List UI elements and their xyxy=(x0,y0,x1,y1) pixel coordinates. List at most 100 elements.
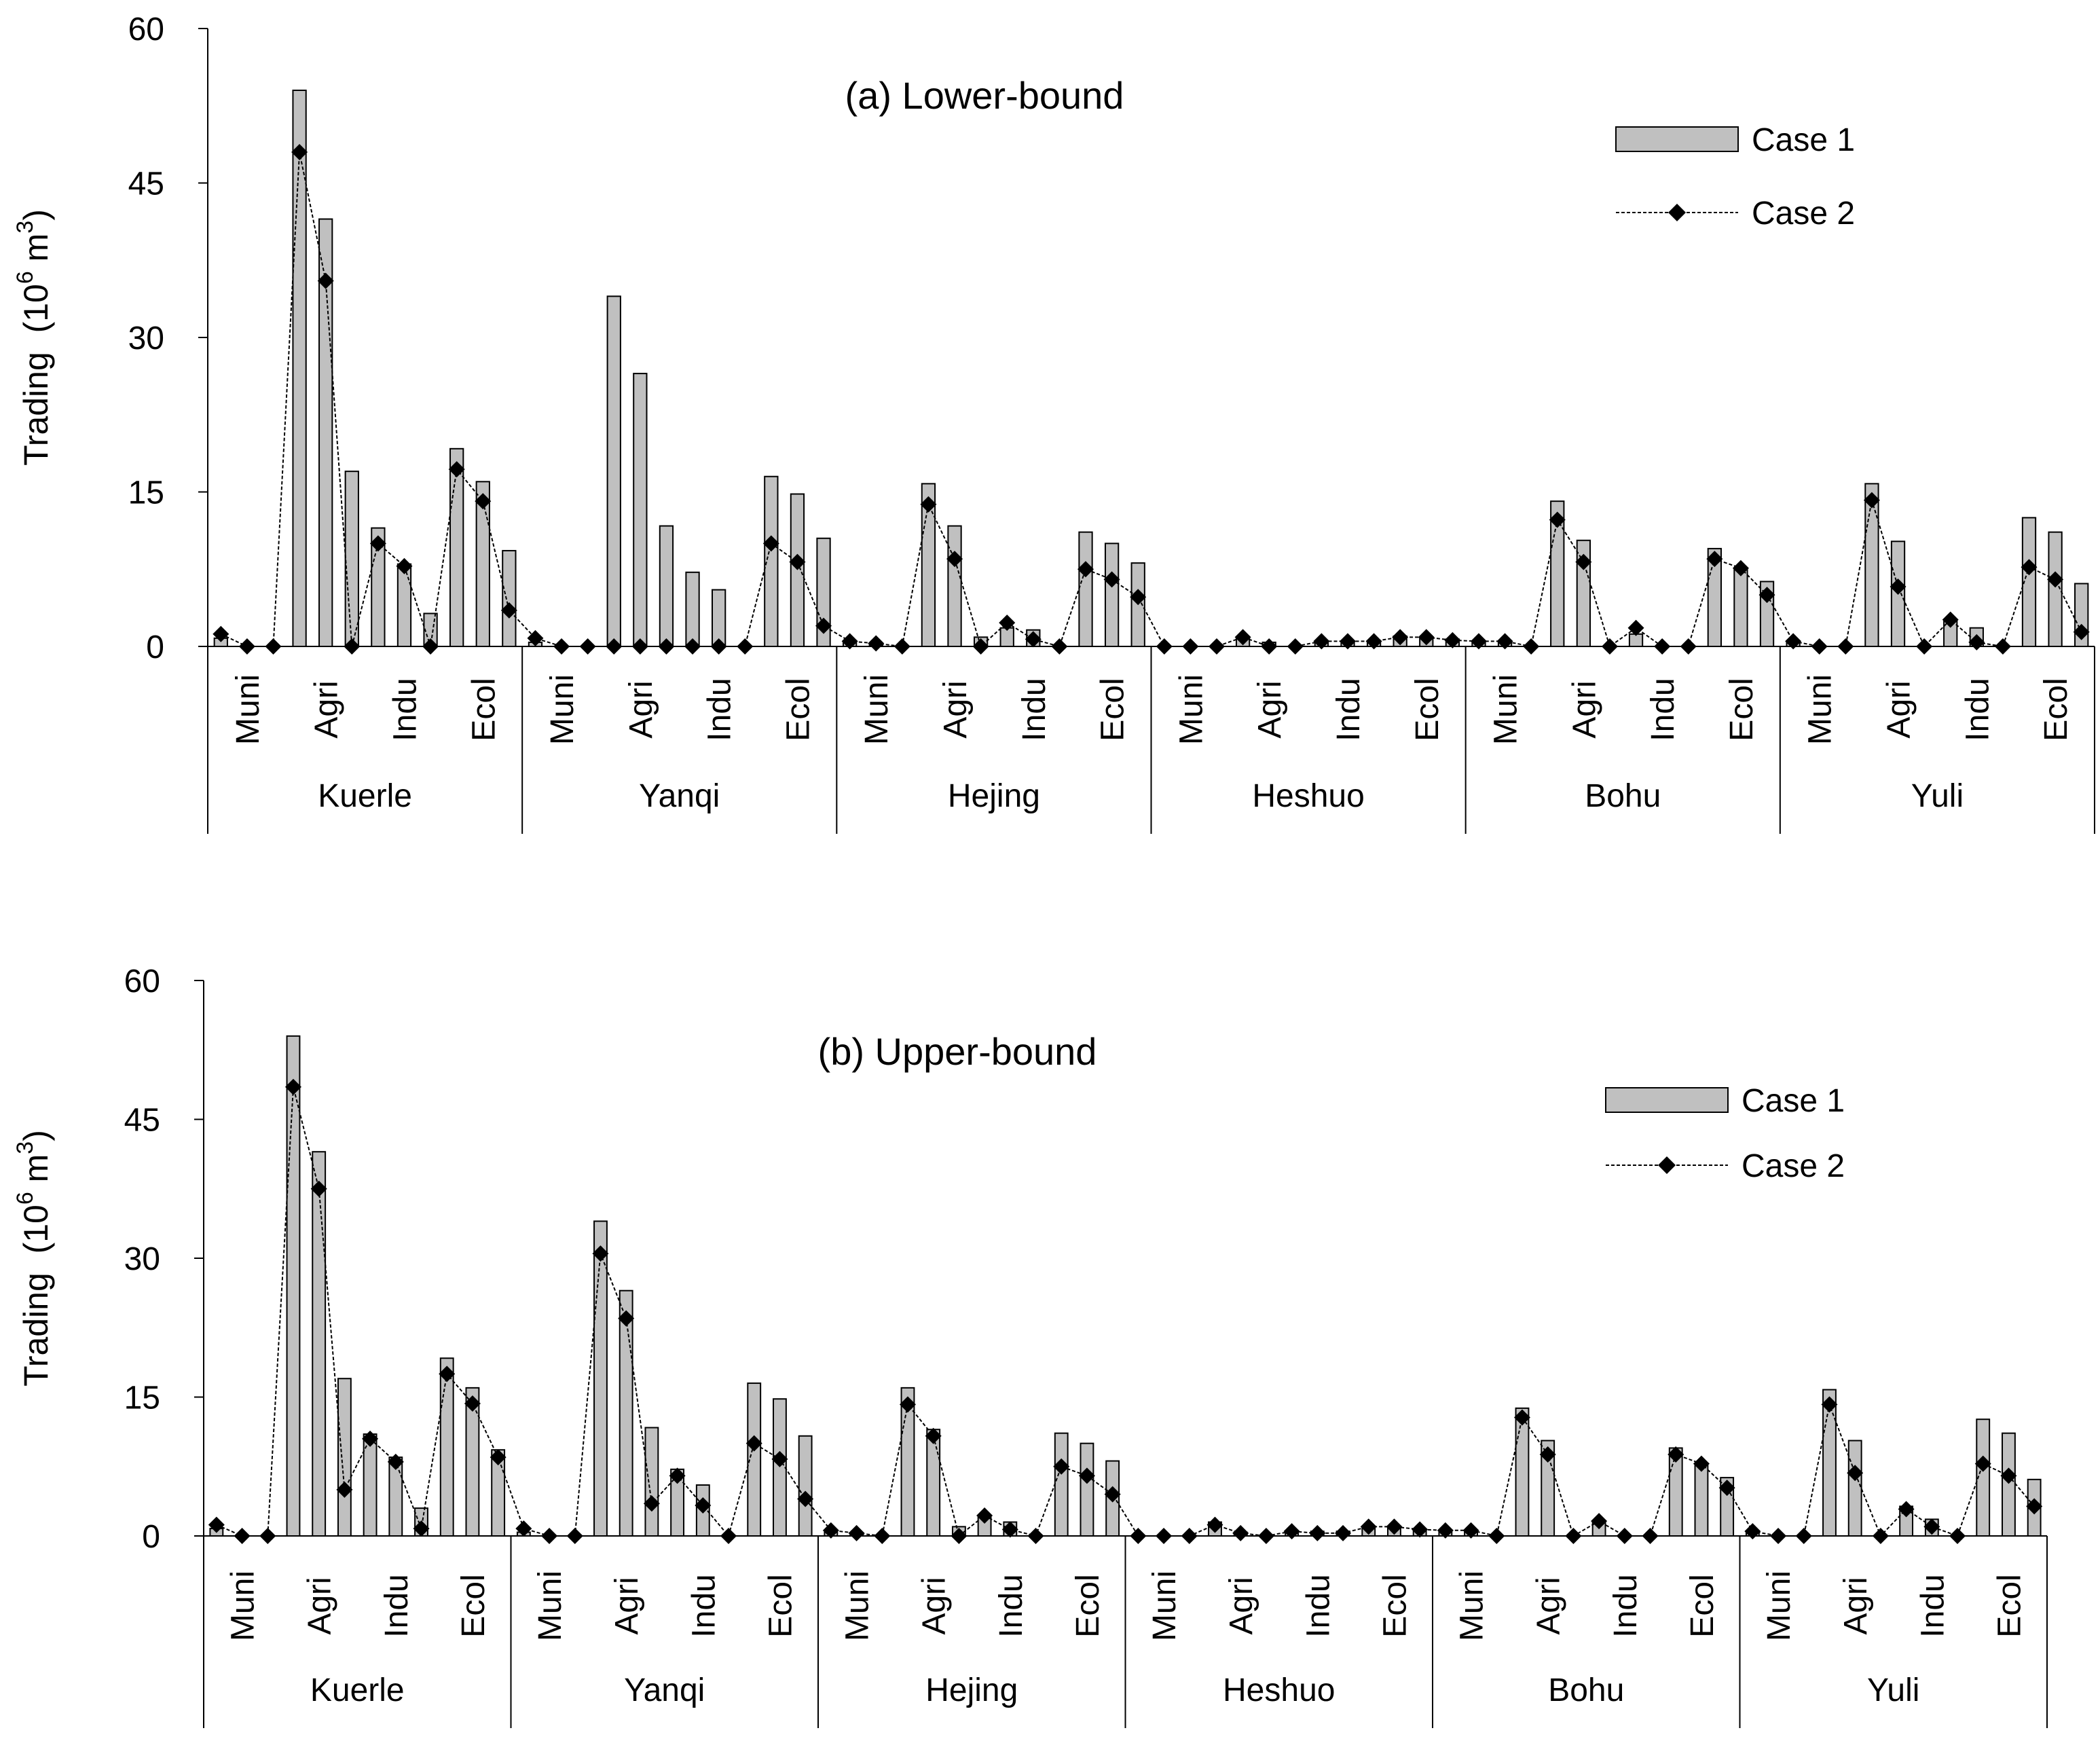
marker-case2 xyxy=(1744,1523,1761,1540)
marker-case2 xyxy=(631,638,648,655)
marker-case2 xyxy=(1182,638,1199,655)
y-axis-label-yunit-mid: m xyxy=(17,234,55,272)
marker-case2 xyxy=(1386,1518,1403,1535)
marker-case2 xyxy=(1130,1528,1147,1544)
sector-tick-label: Muni xyxy=(545,674,581,745)
marker-case2 xyxy=(920,496,937,513)
sector-tick-label: Ecol xyxy=(2038,678,2074,741)
marker-case2 xyxy=(2021,559,2038,576)
sector-tick-label: Ecol xyxy=(1991,1574,2027,1637)
region-label: Yuli xyxy=(1911,778,1964,814)
marker-case2 xyxy=(737,638,754,655)
marker-case2 xyxy=(1234,629,1251,646)
bar-case1 xyxy=(502,549,517,648)
marker-case2 xyxy=(1575,553,1592,570)
marker-case2 xyxy=(1549,511,1566,528)
marker-case2 xyxy=(396,557,413,574)
marker-case2 xyxy=(1470,633,1487,650)
y-axis-label-space xyxy=(17,333,55,352)
marker-case2 xyxy=(1863,492,1880,509)
marker-case2 xyxy=(848,1524,865,1541)
bar-case1 xyxy=(619,1289,633,1537)
marker-case2 xyxy=(1770,1528,1787,1544)
marker-case2 xyxy=(1392,629,1409,646)
y-tick-label: 60 xyxy=(124,964,160,1000)
bar-case1 xyxy=(685,571,700,647)
y-tick-label: 30 xyxy=(128,320,164,356)
marker-case2 xyxy=(874,1528,891,1544)
bar-case1 xyxy=(790,493,805,647)
bar-case1 xyxy=(947,525,962,647)
bar-case1 xyxy=(659,525,674,647)
marker-case2 xyxy=(894,638,910,655)
marker-case2 xyxy=(310,1180,327,1197)
marker-case2 xyxy=(1591,1513,1608,1530)
sector-tick-label: Ecol xyxy=(1070,1574,1106,1637)
marker-case2 xyxy=(422,638,439,655)
marker-case2 xyxy=(1078,1467,1095,1484)
region-label: Bohu xyxy=(1548,1672,1624,1708)
marker-case2 xyxy=(1718,1480,1735,1497)
bar-case1 xyxy=(2002,1432,2016,1537)
y-axis-label-yunit-close: ) xyxy=(17,1130,55,1141)
marker-case2 xyxy=(1942,611,1959,628)
marker-case2 xyxy=(1181,1528,1198,1544)
region-label: Heshuo xyxy=(1223,1672,1335,1708)
y-tick-label: 45 xyxy=(124,1103,160,1139)
y-tick-label: 15 xyxy=(128,475,164,511)
marker-case2 xyxy=(1642,1528,1659,1544)
marker-case2 xyxy=(1444,631,1461,648)
marker-case2 xyxy=(1601,638,1618,655)
bar-case1 xyxy=(900,1387,915,1537)
marker-case2 xyxy=(797,1490,814,1507)
y-axis-label-yunit-exp: 6 xyxy=(12,271,38,284)
sector-tick-label: Indu xyxy=(702,678,738,741)
marker-case2 xyxy=(439,1366,456,1382)
marker-case2 xyxy=(566,1528,583,1544)
marker-case2 xyxy=(1437,1522,1454,1539)
marker-case2 xyxy=(413,1520,430,1537)
y-axis-label: Trading (106 m3) xyxy=(12,1130,55,1387)
y-axis-label-ylabel: Trading xyxy=(17,1272,55,1387)
legend-swatch-case1 xyxy=(1605,1087,1729,1113)
bar-case1 xyxy=(337,1378,352,1537)
sector-tick-label: Indu xyxy=(993,1574,1029,1637)
marker-case2 xyxy=(1968,634,1985,650)
marker-case2 xyxy=(369,535,386,552)
marker-case2 xyxy=(208,1516,225,1533)
marker-case2 xyxy=(336,1481,353,1498)
chart-title: (b) Upper-bound xyxy=(818,1030,1097,1073)
marker-case2 xyxy=(1523,638,1540,655)
marker-case2 xyxy=(500,602,517,619)
marker-case2 xyxy=(1872,1528,1889,1544)
marker-case2 xyxy=(1758,587,1775,604)
bar-case1 xyxy=(593,1220,608,1537)
marker-case2 xyxy=(464,1395,481,1412)
legend-label-case2: Case 2 xyxy=(1742,1148,1845,1184)
y-axis-label-ylabel: Trading xyxy=(17,352,55,466)
marker-case2 xyxy=(2073,623,2090,640)
marker-case2 xyxy=(1680,638,1697,655)
bar-case1 xyxy=(711,589,726,647)
region-label: Kuerle xyxy=(318,778,412,814)
bar-case1 xyxy=(1080,1442,1094,1537)
y-axis-label-yunit-close: ) xyxy=(17,209,55,221)
bar-case1 xyxy=(1576,539,1591,647)
sector-tick-label: Muni xyxy=(225,1571,261,1641)
bar-case1 xyxy=(2021,517,2037,648)
sector-tick-label: Muni xyxy=(230,674,266,745)
bar-case1 xyxy=(644,1427,659,1537)
marker-case2 xyxy=(899,1396,916,1413)
sector-tick-label: Muni xyxy=(532,1571,568,1641)
bar-case1 xyxy=(475,481,490,647)
sector-tick-label: Agri xyxy=(309,680,345,738)
legend-swatch-case1 xyxy=(1615,126,1739,152)
marker-case2 xyxy=(815,617,832,634)
marker-case2 xyxy=(1916,638,1933,655)
marker-case2 xyxy=(1232,1524,1249,1541)
marker-case2 xyxy=(1974,1455,1991,1472)
region-label: Hejing xyxy=(948,778,1040,814)
marker-case2 xyxy=(238,638,255,655)
marker-case2 xyxy=(745,1435,762,1452)
